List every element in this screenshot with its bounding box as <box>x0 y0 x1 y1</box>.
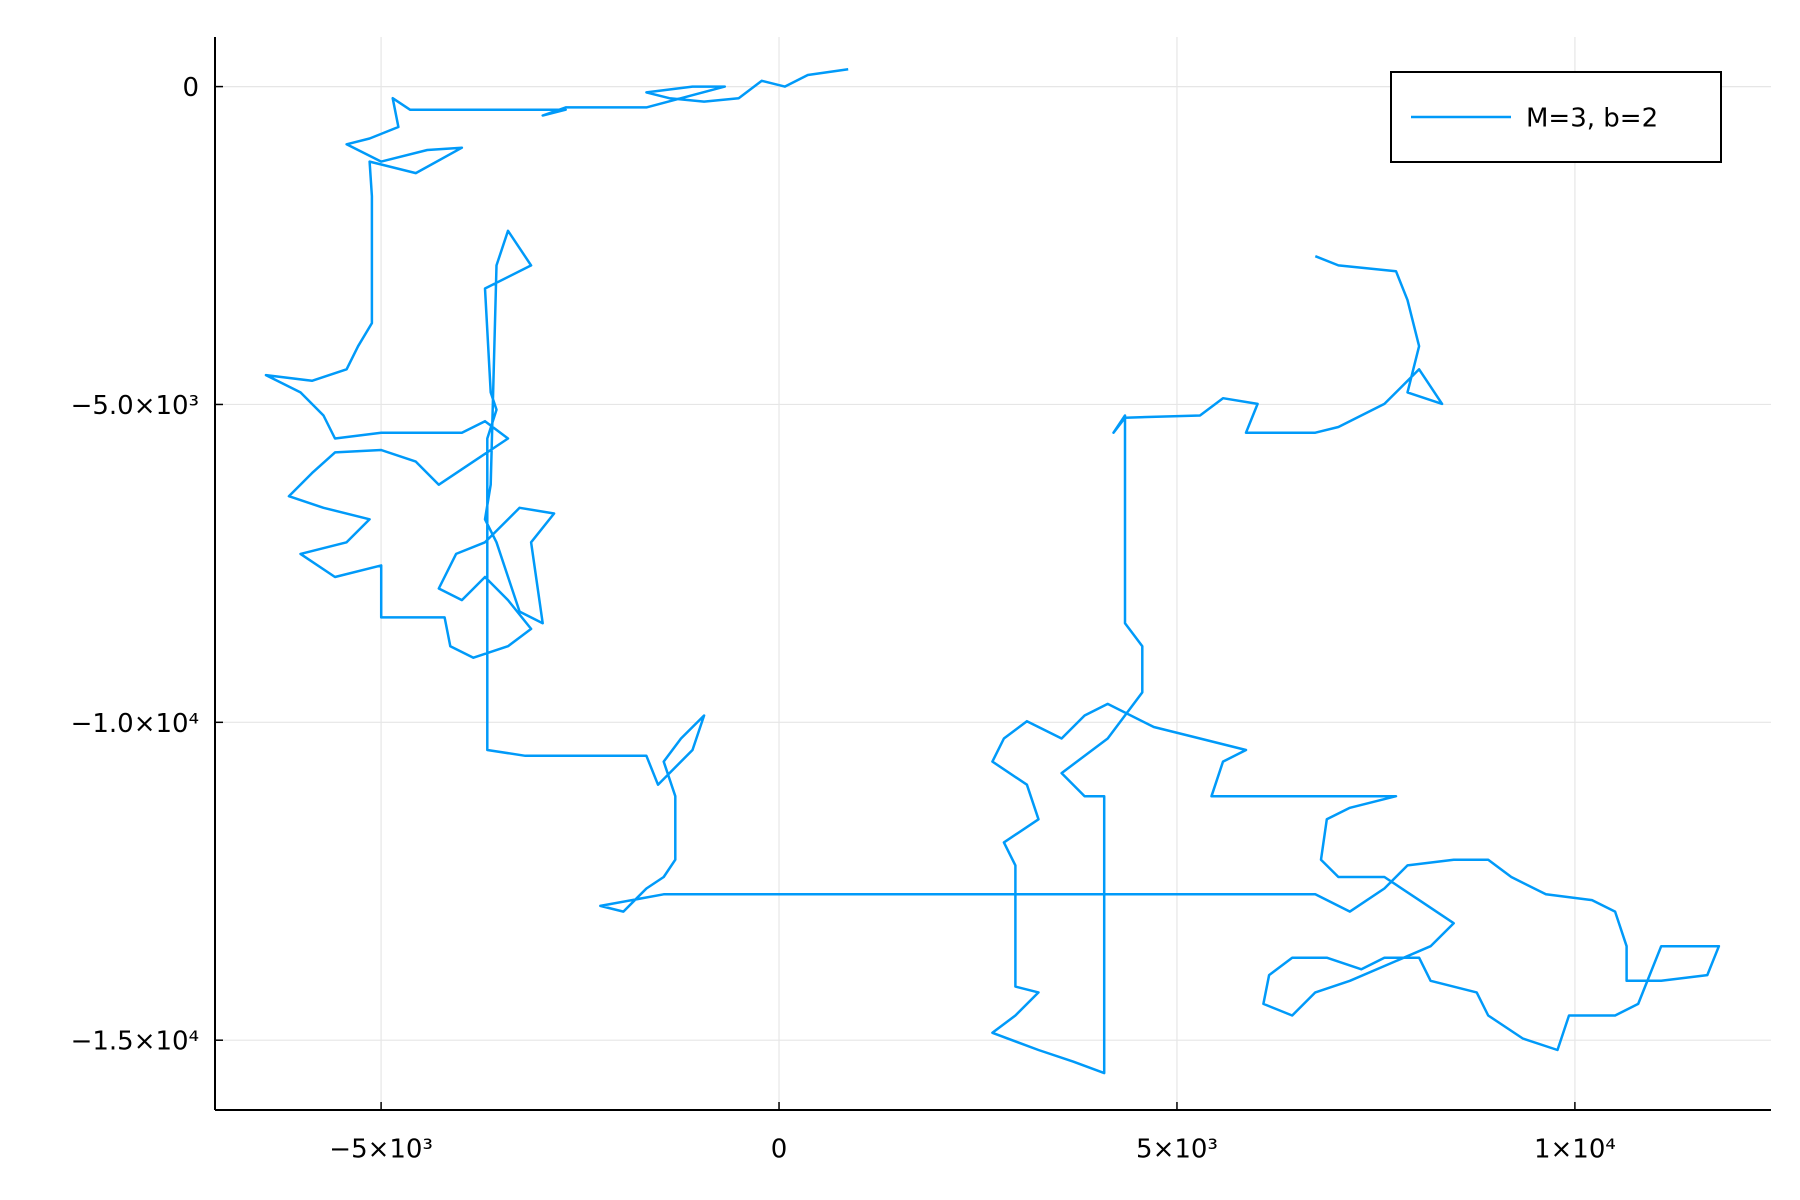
y-tick-label: −5.0×10³ <box>71 391 199 421</box>
x-tick-label: 1×10⁴ <box>1534 1135 1616 1165</box>
y-tick-label: −1.5×10⁴ <box>71 1027 199 1057</box>
x-tick-label: 0 <box>771 1135 788 1165</box>
data-line <box>264 68 1721 1075</box>
legend-label: M=3, b=2 <box>1526 104 1658 134</box>
y-tick-label: 0 <box>182 73 199 103</box>
legend-box <box>1390 71 1722 163</box>
y-tick-label: −1.0×10⁴ <box>71 709 199 739</box>
x-tick-label: 5×10³ <box>1136 1135 1218 1165</box>
x-tick-label: −5×10³ <box>329 1135 433 1165</box>
